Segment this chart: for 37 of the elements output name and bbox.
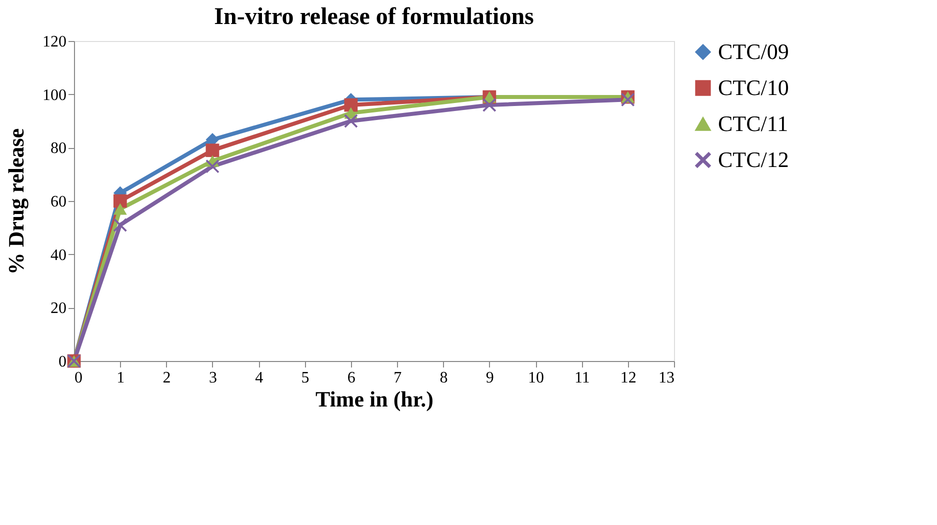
legend-label: CTC/11: [718, 111, 788, 136]
y-tick-label: 80: [50, 140, 66, 158]
x-axis-title: Time in (hr.): [316, 386, 434, 412]
x-tick-label: 6: [347, 370, 356, 386]
x-tick-label: 5: [301, 370, 310, 386]
y-tick-label: 40: [50, 246, 66, 264]
legend-label: CTC/12: [718, 147, 789, 172]
y-tick-label: 0: [58, 354, 66, 370]
legend-label: CTC/10: [718, 75, 789, 100]
y-tick-label: 20: [50, 300, 66, 318]
point: [113, 218, 127, 232]
x-tick-label: 3: [208, 370, 217, 386]
x-tick-label: 12: [620, 370, 636, 386]
y-tick-label: 60: [50, 194, 66, 210]
point: [113, 194, 127, 208]
legend-label: CTC/09: [718, 39, 789, 64]
point: [206, 160, 220, 174]
chart-title: In-vitro release of formulations: [214, 4, 534, 30]
x-tick-label: 2: [162, 370, 171, 386]
x-tick-label: 8: [440, 370, 448, 386]
point: [621, 92, 635, 106]
x-tick-label: 4: [255, 370, 264, 386]
y-axis-title: % Drug release: [4, 128, 28, 275]
point: [482, 98, 496, 112]
x-tick-label: 13: [658, 370, 674, 386]
point: [344, 114, 358, 128]
point: [206, 144, 220, 158]
y-tick-label: 100: [42, 86, 66, 104]
x-tick-label: 11: [574, 370, 590, 386]
x-tick-label: 1: [116, 370, 125, 386]
point: [344, 98, 358, 112]
x-tick-label: 9: [486, 370, 494, 386]
x-tick-label: 7: [394, 370, 402, 386]
y-tick-label: 120: [42, 34, 66, 50]
x-tick-label: 0: [74, 370, 82, 386]
point: [113, 203, 127, 215]
x-tick-label: 10: [528, 370, 544, 386]
